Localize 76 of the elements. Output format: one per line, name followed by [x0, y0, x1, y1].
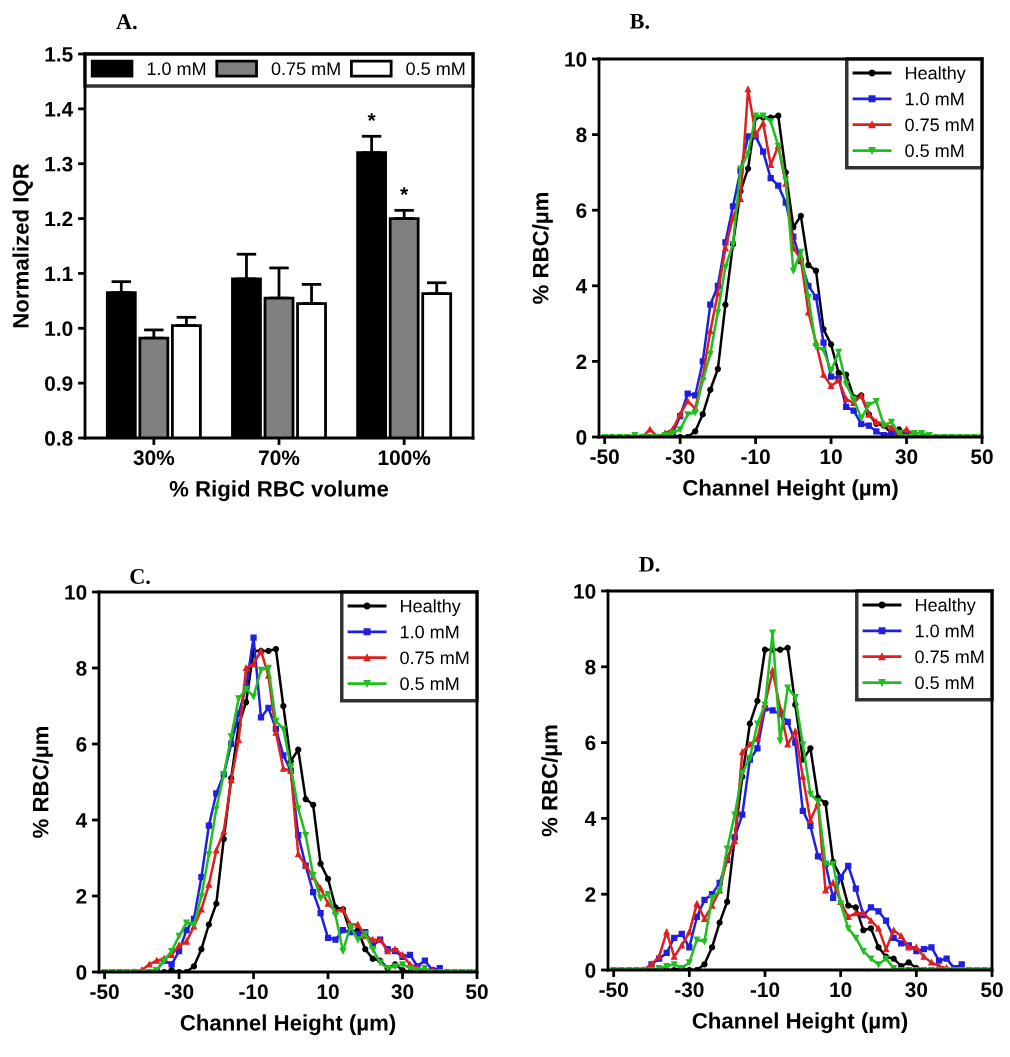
y-tick-label: 6: [585, 735, 596, 751]
y-tick-label: 1.4: [45, 102, 74, 117]
x-tick-label: 10: [317, 984, 339, 1000]
x-axis-title: % Rigid RBC volume: [169, 480, 389, 502]
y-axis-title: % RBC/µm: [532, 192, 553, 304]
y-tick-label: 2: [585, 887, 596, 902]
x-tick-label: 30: [391, 984, 414, 1000]
legend-label: 1.0 mM: [147, 62, 206, 76]
legend-label: 0.75 mM: [905, 118, 974, 132]
x-tick-label: 30: [905, 982, 928, 998]
x-tick-label: -10: [741, 449, 770, 465]
y-tick-label: 0.9: [45, 376, 73, 391]
y-tick-label: 4: [75, 813, 88, 828]
legend-label: 0.5 mM: [406, 62, 465, 76]
annotation: *: [400, 187, 409, 196]
chart-title: D.: [639, 557, 660, 572]
y-tick-label: 1.1: [45, 266, 73, 281]
x-axis-title: Channel Height (µm): [692, 1012, 908, 1034]
legend-label: 1.0 mM: [400, 625, 459, 639]
y-tick-label: 2: [576, 354, 587, 369]
x-tick-label: 50: [971, 449, 993, 465]
y-axis-title: % RBC/µm: [541, 725, 562, 837]
y-tick-label: 4: [575, 279, 588, 294]
x-tick-label: 30: [895, 449, 918, 465]
chart-title: A.: [116, 14, 137, 30]
x-tick-label: -50: [90, 984, 119, 1000]
x-tick-label: 10: [830, 982, 852, 998]
x-tick-label: 50: [466, 984, 488, 1000]
x-tick-label: -10: [750, 982, 780, 998]
y-tick-label: 0.8: [45, 431, 73, 446]
x-tick-label: 70%: [259, 450, 300, 466]
y-tick-label: 0: [76, 965, 87, 980]
x-tick-label: -30: [665, 449, 695, 465]
y-tick-label: 8: [576, 127, 587, 143]
annotation: *: [367, 113, 376, 121]
y-tick-label: 1.2: [45, 211, 73, 227]
legend-label: 0.5 mM: [905, 144, 964, 158]
x-tick-label: 50: [981, 982, 1003, 998]
x-tick-label: 100%: [378, 450, 431, 466]
legend-label: Healthy: [916, 598, 976, 616]
y-tick-label: 6: [76, 737, 87, 752]
y-tick-label: 0: [576, 430, 587, 445]
legend-label: 1.0 mM: [915, 624, 974, 638]
y-tick-label: 8: [76, 661, 87, 676]
legend-label: 0.75 mM: [400, 651, 469, 665]
x-tick-label: 30%: [133, 450, 175, 466]
x-tick-label: -50: [599, 982, 628, 998]
legend-label: 0.75 mM: [915, 650, 984, 664]
legend-label: Healthy: [906, 66, 966, 84]
y-tick-label: 10: [574, 584, 596, 599]
y-tick-label: 1.5: [45, 47, 73, 62]
legend-label: 0.75 mM: [271, 62, 340, 76]
y-tick-label: 6: [576, 203, 587, 218]
legend-label: 0.5 mM: [400, 677, 459, 691]
chart-title: C.: [130, 568, 150, 584]
y-tick-label: 10: [65, 585, 87, 600]
y-axis-title: % RBC/µm: [32, 726, 53, 838]
x-tick-label: -30: [675, 982, 704, 998]
x-tick-label: -30: [164, 984, 194, 1000]
y-tick-label: 10: [565, 52, 587, 67]
y-tick-label: 1.0: [45, 321, 73, 337]
x-tick-label: -10: [239, 984, 268, 1000]
chart-title: B.: [630, 13, 650, 29]
y-tick-label: 8: [585, 659, 596, 675]
x-tick-label: -50: [590, 449, 619, 465]
y-tick-label: 2: [76, 889, 87, 904]
y-axis-title: Normalized IQR: [12, 163, 33, 328]
legend-label: Healthy: [401, 599, 461, 617]
x-axis-title: Channel Height (µm): [683, 479, 898, 501]
x-axis-title: Channel Height (µm): [180, 1014, 396, 1036]
x-tick-label: 10: [820, 449, 842, 465]
y-tick-label: 0: [585, 963, 596, 978]
y-tick-label: 4: [584, 811, 597, 826]
legend-label: 0.5 mM: [915, 676, 974, 690]
legend-label: 1.0 mM: [905, 92, 964, 106]
y-tick-label: 1.3: [45, 156, 73, 172]
